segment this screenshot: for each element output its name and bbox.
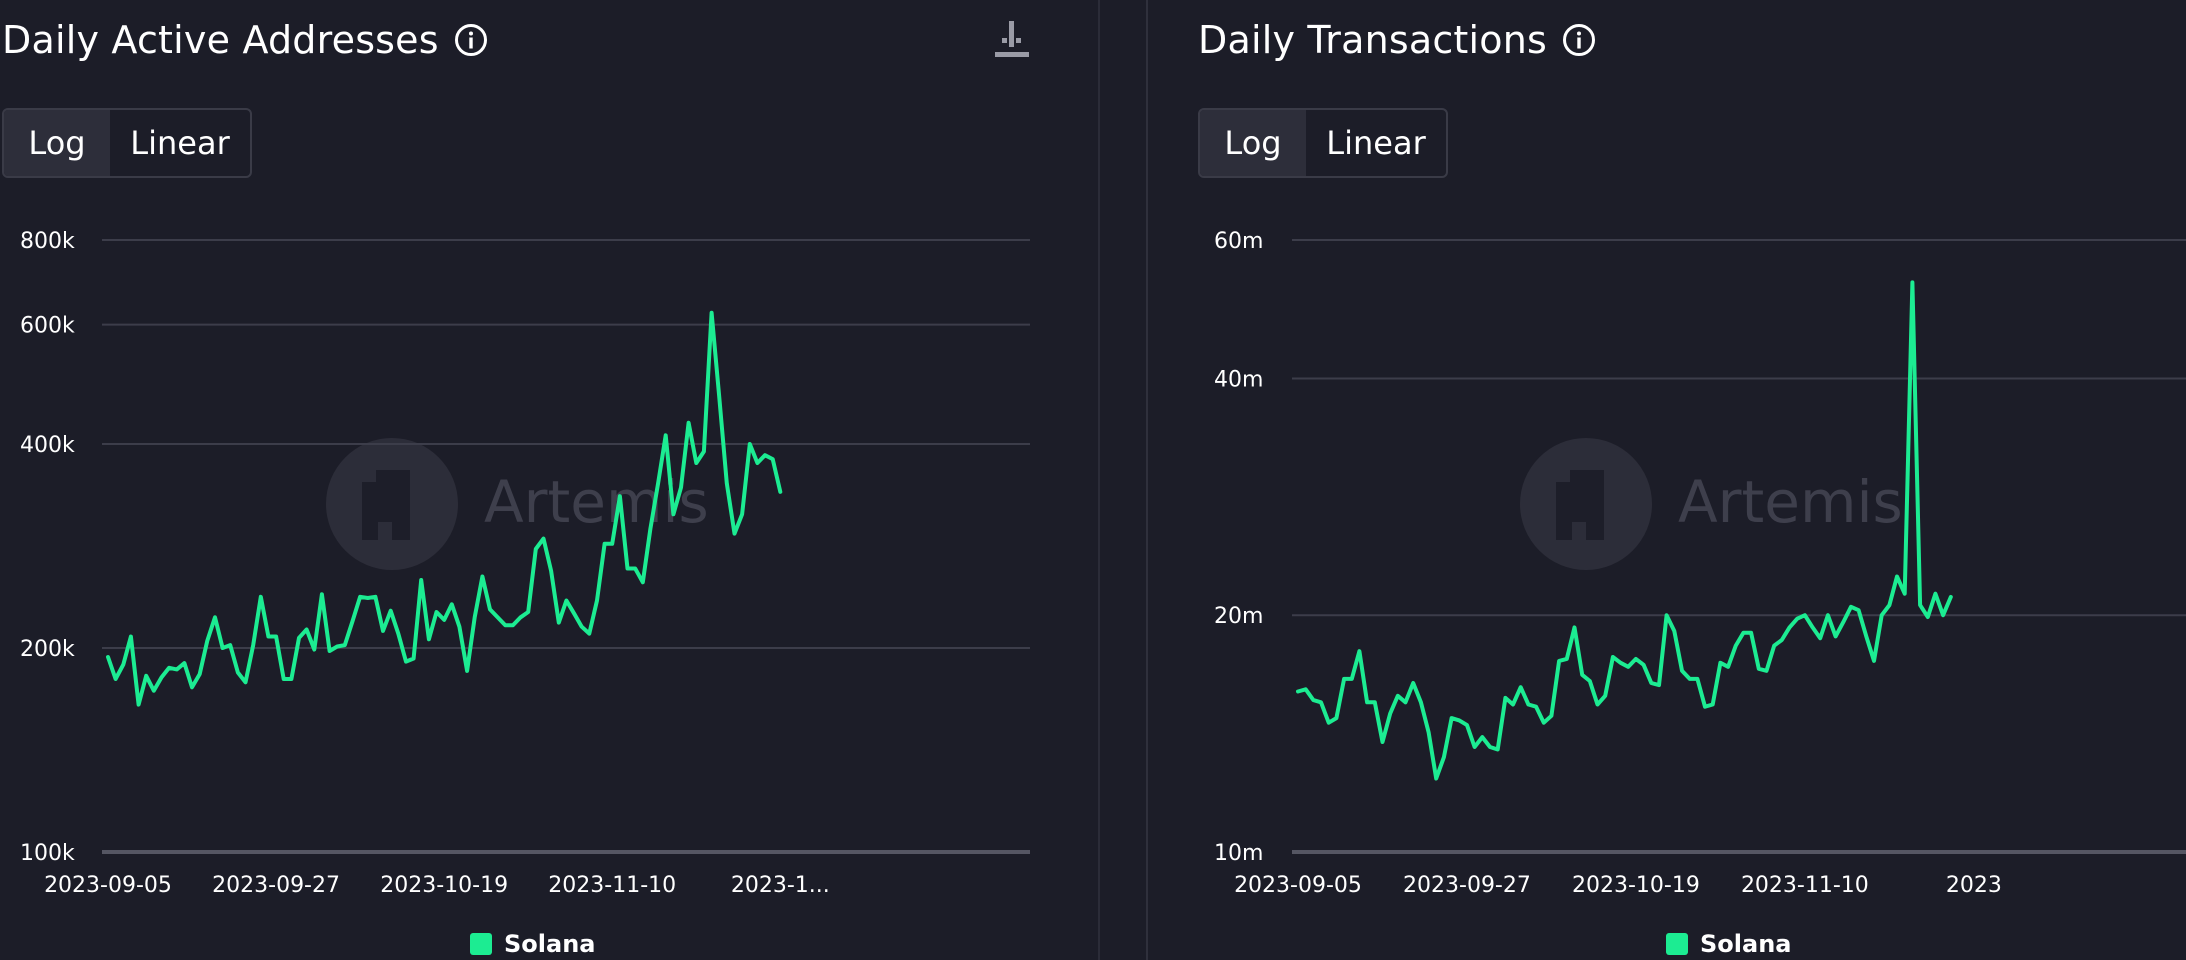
x-tick-label: 2023 [1946, 873, 2002, 898]
y-tick-label: 600k [20, 314, 75, 339]
y-tick-label: 10m [1214, 841, 1263, 866]
chart-legend[interactable]: Solana [1666, 930, 1791, 958]
daily-active-addresses-panel: Daily Active Addresses Log Linear Artemi… [2, 18, 1034, 958]
legend-label: Solana [504, 930, 596, 958]
download-icon[interactable] [990, 18, 1034, 62]
linear-scale-button[interactable]: Linear [130, 124, 230, 162]
watermark: Artemis [326, 438, 709, 570]
watermark-text: Artemis [1678, 468, 1903, 536]
scale-toggle: Log Linear [1198, 108, 1448, 178]
x-tick-label: 2023-09-05 [44, 873, 172, 898]
y-tick-label: 60m [1214, 229, 1263, 254]
x-tick-label: 2023-10-19 [380, 873, 508, 898]
linear-scale-button[interactable]: Linear [1326, 124, 1426, 162]
chart-legend[interactable]: Solana [470, 930, 595, 958]
info-circle-icon[interactable] [453, 22, 489, 58]
chart-title-text: Daily Active Addresses [2, 18, 439, 62]
legend-label: Solana [1700, 930, 1792, 958]
daily-transactions-chart: Artemis 60m 40m 20m 10m 2023-09-05 2023-09-27 2… [1214, 229, 2186, 898]
y-tick-label: 40m [1214, 367, 1263, 392]
x-tick-label: 2023-11-10 [1741, 873, 1869, 898]
y-tick-label: 400k [20, 433, 75, 458]
y-tick-label: 800k [20, 229, 75, 254]
legend-swatch [470, 933, 492, 955]
series-line-solana [1296, 280, 1953, 781]
daily-active-addresses-chart: Artemis 800k 600k 400k 200k 100k 2023-09-05 202… [20, 229, 1030, 898]
x-tick-label: 2023-1... [731, 873, 830, 898]
log-scale-button[interactable]: Log [4, 110, 110, 176]
y-tick-label: 20m [1214, 604, 1263, 629]
watermark: Artemis [1520, 438, 1903, 570]
chart-title-text: Daily Transactions [1198, 18, 1548, 62]
chart-title: Daily Active Addresses [2, 18, 489, 62]
daily-transactions-panel: Daily Transactions Log Linear Artemis 60m… [1148, 0, 2186, 960]
x-tick-label: 2023-09-05 [1234, 873, 1362, 898]
log-scale-button[interactable]: Log [1200, 110, 1306, 176]
x-tick-label: 2023-09-27 [1403, 873, 1531, 898]
y-tick-label: 200k [20, 637, 75, 662]
watermark-logo-glyph [362, 470, 410, 540]
x-tick-label: 2023-11-10 [548, 873, 676, 898]
x-tick-label: 2023-09-27 [212, 873, 340, 898]
chart-title: Daily Transactions [1198, 18, 1597, 62]
watermark-logo-glyph [1556, 470, 1604, 540]
y-tick-label: 100k [20, 841, 75, 866]
legend-swatch [1666, 933, 1688, 955]
panel-divider [1146, 0, 1148, 960]
x-tick-label: 2023-10-19 [1572, 873, 1700, 898]
info-circle-icon[interactable] [1561, 22, 1597, 58]
scale-toggle: Log Linear [2, 108, 252, 178]
panel-divider [1098, 0, 1100, 960]
